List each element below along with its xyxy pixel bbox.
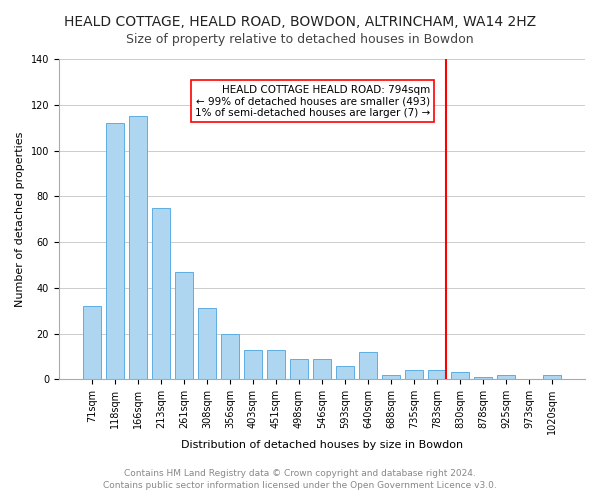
Bar — [428, 370, 446, 380]
X-axis label: Distribution of detached houses by size in Bowdon: Distribution of detached houses by size … — [181, 440, 463, 450]
Text: HEALD COTTAGE HEALD ROAD: 794sqm
← 99% of detached houses are smaller (493)
1% o: HEALD COTTAGE HEALD ROAD: 794sqm ← 99% o… — [195, 84, 430, 118]
Bar — [128, 116, 147, 380]
Bar — [359, 352, 377, 380]
Bar — [313, 359, 331, 380]
Bar — [542, 375, 561, 380]
Bar — [83, 306, 101, 380]
Bar — [266, 350, 285, 380]
Bar — [106, 123, 124, 380]
Bar — [175, 272, 193, 380]
Bar — [290, 359, 308, 380]
Bar — [497, 375, 515, 380]
Bar — [221, 334, 239, 380]
Bar — [335, 366, 354, 380]
Y-axis label: Number of detached properties: Number of detached properties — [15, 132, 25, 307]
Text: HEALD COTTAGE, HEALD ROAD, BOWDON, ALTRINCHAM, WA14 2HZ: HEALD COTTAGE, HEALD ROAD, BOWDON, ALTRI… — [64, 15, 536, 29]
Bar — [244, 350, 262, 380]
Bar — [152, 208, 170, 380]
Text: Contains HM Land Registry data © Crown copyright and database right 2024.
Contai: Contains HM Land Registry data © Crown c… — [103, 468, 497, 490]
Bar — [404, 370, 423, 380]
Bar — [197, 308, 216, 380]
Bar — [473, 377, 492, 380]
Bar — [382, 375, 400, 380]
Text: Size of property relative to detached houses in Bowdon: Size of property relative to detached ho… — [126, 32, 474, 46]
Bar — [451, 372, 469, 380]
